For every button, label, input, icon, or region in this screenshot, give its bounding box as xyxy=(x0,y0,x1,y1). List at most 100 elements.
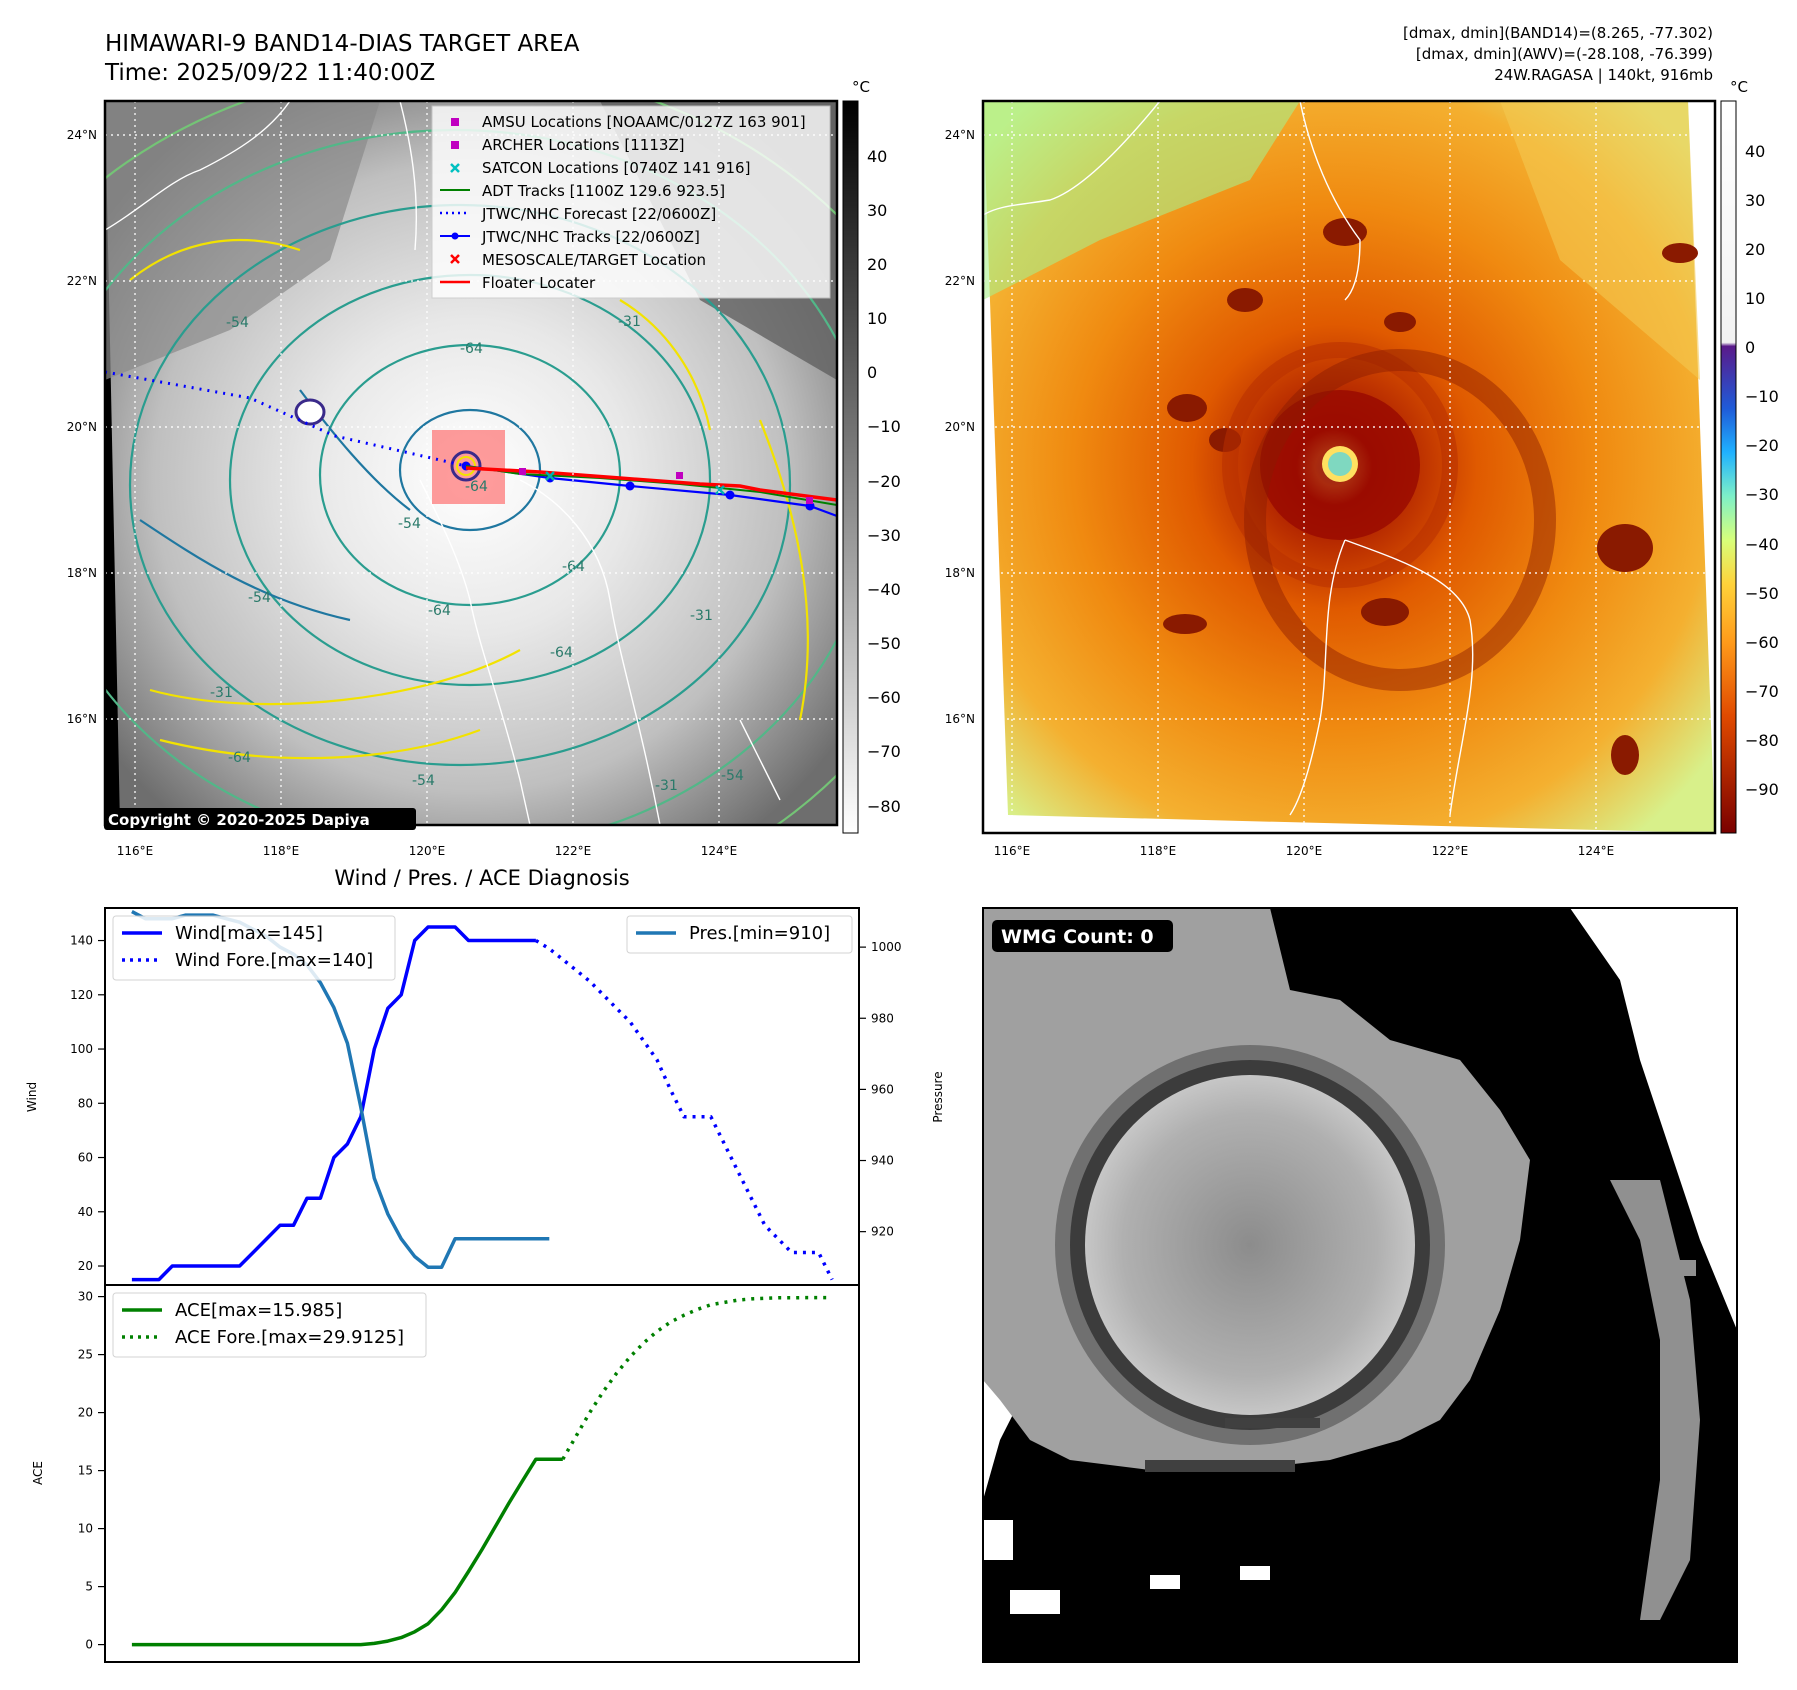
tick-label: 1000 xyxy=(871,940,902,954)
wind-legend: Wind[max=145] Wind Fore.[max=140] xyxy=(112,915,396,981)
wind-ylabel: Wind xyxy=(25,1082,39,1112)
colorbar-tick: −30 xyxy=(867,526,901,545)
ace-legend: ACE[max=15.985] ACE Fore.[max=29.9125] xyxy=(112,1292,427,1358)
lat-label: 20°N xyxy=(945,420,975,434)
series-layer xyxy=(131,910,834,1647)
colorbar-tick: 20 xyxy=(867,255,887,274)
figure-time: Time: 2025/09/22 11:40:00Z xyxy=(104,60,435,86)
lat-label: 16°N xyxy=(67,712,97,726)
wind-forecast-series-line xyxy=(534,939,834,1281)
tick-label: 0 xyxy=(85,1638,93,1652)
tick-label: 25 xyxy=(78,1348,93,1362)
pressure-legend: Pres.[min=910] xyxy=(626,915,853,954)
right-lon-labels: 116°E 118°E 120°E 122°E 124°E xyxy=(994,844,1615,858)
lon-label: 124°E xyxy=(1578,844,1615,858)
wind-ticks: 140 120 100 80 60 40 20 xyxy=(70,934,105,1273)
tick-label: 60 xyxy=(78,1151,93,1165)
copyright-badge: Copyright © 2020-2025 Dapiya xyxy=(108,811,370,829)
colorbar-ticks: 40 30 20 10 0 −10 −20 −30 −40 −50 −60 −7… xyxy=(867,147,901,816)
colorbar-tick: −70 xyxy=(1745,682,1779,701)
tick-label: 940 xyxy=(871,1154,894,1168)
colorbar-tick: −40 xyxy=(1745,535,1779,554)
band14-range: [dmax, dmin](BAND14)=(8.265, -77.302) xyxy=(1403,24,1713,42)
jtwc-track-line xyxy=(465,464,837,518)
contour-label: -64 xyxy=(460,341,483,357)
colorbar-unit: °C xyxy=(852,78,870,96)
tick-label: 80 xyxy=(78,1096,93,1110)
ace-ylabel: ACE xyxy=(31,1461,45,1485)
tick-label: 960 xyxy=(871,1082,894,1096)
legend-satcon: SATCON Locations [0740Z 141 916] xyxy=(482,159,750,177)
lat-label: 18°N xyxy=(67,566,97,580)
tick-label: 40 xyxy=(78,1205,93,1219)
colorbar-tick: −70 xyxy=(867,742,901,761)
lat-label: 18°N xyxy=(945,566,975,580)
colorbar-tick: −80 xyxy=(867,797,901,816)
contour-label: -64 xyxy=(428,603,451,619)
floater-track-line xyxy=(465,466,837,502)
colorbar-tick: 40 xyxy=(1745,142,1765,161)
legend-ace-fore: ACE Fore.[max=29.9125] xyxy=(175,1327,404,1348)
tick-label: 15 xyxy=(78,1464,93,1478)
contour-label: -54 xyxy=(398,516,421,532)
right-lat-labels: 24°N 22°N 20°N 18°N 16°N xyxy=(945,128,975,726)
colorbar-tick: −60 xyxy=(867,688,901,707)
colorbar-tick: 30 xyxy=(1745,191,1765,210)
colorbar-tick: 0 xyxy=(867,363,877,382)
lon-label: 120°E xyxy=(1286,844,1323,858)
lat-label: 16°N xyxy=(945,712,975,726)
tick-label: 20 xyxy=(78,1259,93,1273)
ace-forecast-series-line xyxy=(561,1295,833,1461)
left-lat-labels: 24°N 22°N 20°N 18°N 16°N xyxy=(67,128,97,726)
ace-ticks: 30 25 20 15 10 5 0 xyxy=(78,1290,105,1652)
legend-wind-fore: Wind Fore.[max=140] xyxy=(175,950,373,971)
lat-label: 22°N xyxy=(945,274,975,288)
legend-mesoscale: MESOSCALE/TARGET Location xyxy=(482,251,706,269)
diagnosis-chart: Wind / Pres. / ACE Diagnosis Wind Pressu… xyxy=(25,866,945,1663)
colorbar-tick: −80 xyxy=(1745,731,1779,750)
contour-label: -54 xyxy=(248,590,271,606)
legend-floater: Floater Locater xyxy=(482,274,596,292)
wmg-count-badge: WMG Count: 0 xyxy=(1001,926,1154,948)
tick-label: 120 xyxy=(70,988,93,1002)
pressure-ticks: 1000 980 960 940 920 xyxy=(859,940,902,1239)
contour-label: -64 xyxy=(550,645,573,661)
jtwc-forecast-line xyxy=(105,370,467,468)
ace-series-line xyxy=(131,1457,563,1647)
tick-label: 980 xyxy=(871,1011,894,1025)
colorbar-tick: −50 xyxy=(867,634,901,653)
lon-label: 118°E xyxy=(1140,844,1177,858)
lon-label: 116°E xyxy=(994,844,1031,858)
colorbar-tick: −30 xyxy=(1745,485,1779,504)
lat-label: 24°N xyxy=(945,128,975,142)
wmg-panel: WMG Count: 0 xyxy=(982,907,1738,1663)
contour-label: -31 xyxy=(210,685,233,701)
lon-label: 122°E xyxy=(1432,844,1469,858)
figure-title: HIMAWARI-9 BAND14-DIAS TARGET AREA xyxy=(105,31,580,57)
contour-label: -31 xyxy=(618,314,641,330)
awv-range: [dmax, dmin](AWV)=(-28.108, -76.399) xyxy=(1416,45,1713,63)
colorbar-tick: 10 xyxy=(1745,289,1765,308)
tick-label: 920 xyxy=(871,1225,894,1239)
colorbar-tick: 0 xyxy=(1745,338,1755,357)
colorbar-unit: °C xyxy=(1730,78,1748,96)
tick-label: 20 xyxy=(78,1406,93,1420)
tick-label: 10 xyxy=(78,1522,93,1536)
legend-archer: ARCHER Locations [1113Z] xyxy=(482,136,685,154)
contour-labels: -54 -64 -31 -64 -54 -64 -64 -31 -54 -64 … xyxy=(210,314,744,794)
diagnosis-title: Wind / Pres. / ACE Diagnosis xyxy=(334,866,629,890)
contour-label: -54 xyxy=(721,768,744,784)
contour-label: -64 xyxy=(228,750,251,766)
lon-label: 122°E xyxy=(555,844,592,858)
tick-label: 100 xyxy=(70,1042,93,1056)
map-legend: AMSU Locations [NOAAMC/0127Z 163 901] AR… xyxy=(431,105,831,299)
colorbar-tick: 20 xyxy=(1745,240,1765,259)
legend-pressure: Pres.[min=910] xyxy=(689,923,830,944)
colorbar-tick: 30 xyxy=(867,201,887,220)
contour-label: -54 xyxy=(226,315,249,331)
band14-colorbar: °C 40 30 20 10 0 −10 −20 −30 −40 −50 −60… xyxy=(842,78,901,834)
legend-wind: Wind[max=145] xyxy=(175,923,323,944)
contour-label: -64 xyxy=(465,479,488,495)
legend-amsu: AMSU Locations [NOAAMC/0127Z 163 901] xyxy=(482,113,806,131)
